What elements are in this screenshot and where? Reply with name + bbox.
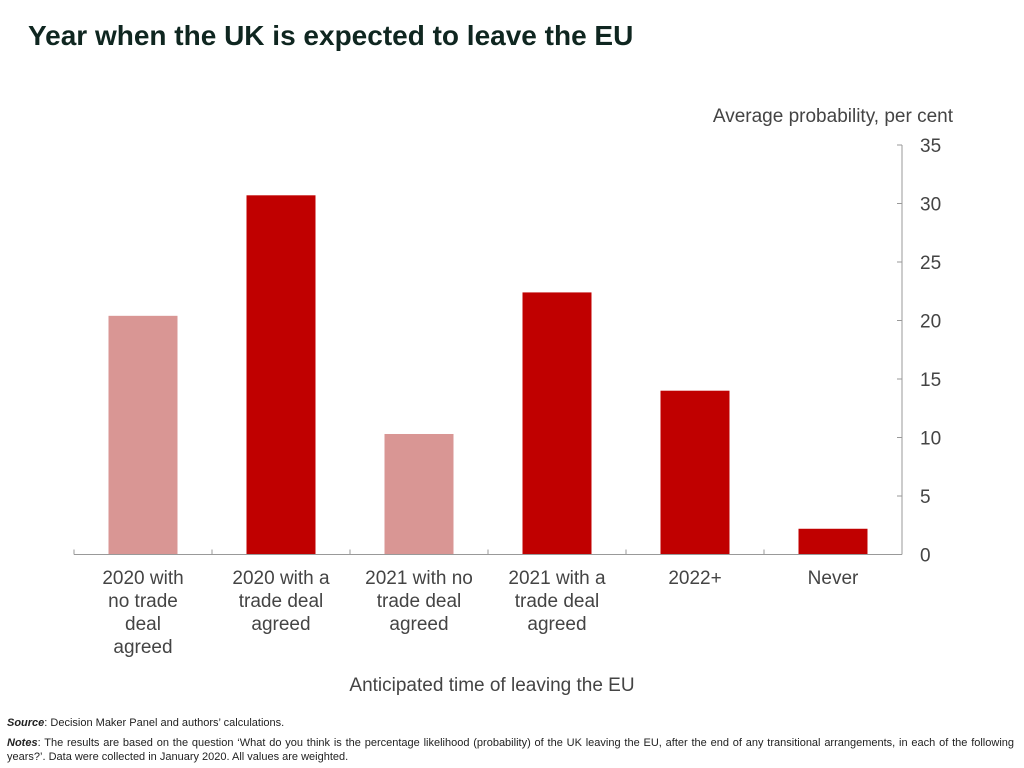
y-tick-label: 35 [920,136,941,157]
bar-2 [246,195,316,555]
notes-label: Notes [7,737,38,749]
y-tick-label: 15 [920,370,941,391]
chart-title: Year when the UK is expected to leave th… [28,20,634,51]
y-tick-label: 10 [920,429,941,450]
notes: Notes: The results are based on the ques… [7,736,1014,764]
category-label: 2021 with no trade deal agreed [365,568,473,635]
y-tick-label: 20 [920,312,941,333]
y-tick-label: 25 [920,253,941,274]
bar-6 [798,528,868,555]
bar-4 [522,292,592,555]
source-note: Source: Decision Maker Panel and authors… [7,716,284,730]
x-axis-label: Anticipated time of leaving the EU [349,675,635,696]
y-tick-label: 0 [920,546,931,567]
y-tick-label: 5 [920,487,931,508]
y-tick-label: 30 [920,195,941,216]
bar-1 [108,315,178,555]
y-axis-label: Average probability, per cent [712,106,953,127]
category-label: 2021 with a trade deal agreed [508,568,606,635]
notes-text: : The results are based on the question … [7,737,1014,763]
source-text: : Decision Maker Panel and authors’ calc… [44,717,285,729]
source-label: Source [7,717,45,729]
category-label: Never [807,568,859,589]
category-label: 2020 with no trade deal agreed [102,568,184,658]
category-label: 2020 with a trade deal agreed [232,568,330,635]
category-label: 2022+ [668,568,722,589]
bar-3 [384,433,454,555]
bar-5 [660,390,730,555]
